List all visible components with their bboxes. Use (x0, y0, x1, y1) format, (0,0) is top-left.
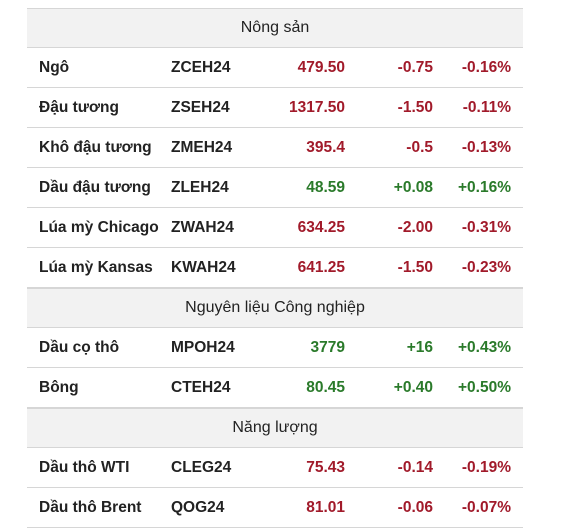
table-row: Dầu thô Brent QOG24 81.01 -0.06 -0.07% (27, 488, 523, 528)
contract-code: ZCEH24 (171, 58, 231, 76)
price: 3779 (310, 338, 345, 356)
price: 81.01 (306, 498, 345, 516)
contract-code: ZLEH24 (171, 178, 229, 196)
price: 80.45 (306, 378, 345, 396)
table-row: Lúa mỳ Kansas KWAH24 641.25 -1.50 -0.23% (27, 248, 523, 288)
table-row: Dầu thô WTI CLEG24 75.43 -0.14 -0.19% (27, 448, 523, 488)
price: 395.4 (306, 138, 345, 156)
change: -2.00 (397, 218, 433, 236)
table-row: Khô đậu tương ZMEH24 395.4 -0.5 -0.13% (27, 128, 523, 168)
change-percent: -0.11% (462, 98, 511, 116)
change-percent: -0.07% (461, 498, 511, 516)
contract-code: CTEH24 (171, 378, 231, 396)
price: 75.43 (306, 458, 345, 476)
table-row: Ngô ZCEH24 479.50 -0.75 -0.16% (27, 48, 523, 88)
commodity-price-table: Nông sản Ngô ZCEH24 479.50 -0.75 -0.16% … (27, 8, 523, 528)
contract-code: KWAH24 (171, 258, 236, 276)
price: 634.25 (297, 218, 345, 236)
table-row: Dầu đậu tương ZLEH24 48.59 +0.08 +0.16% (27, 168, 523, 208)
change-percent: +0.43% (457, 338, 511, 356)
contract-code: CLEG24 (171, 458, 232, 476)
change-percent: +0.50% (457, 378, 511, 396)
change: -0.06 (397, 498, 433, 516)
price: 641.25 (297, 258, 345, 276)
contract-code: ZSEH24 (171, 98, 230, 116)
change: -1.50 (397, 98, 433, 116)
section-title: Nông sản (240, 19, 310, 36)
commodity-name: Khô đậu tương (39, 138, 152, 156)
section-header: Nguyên liệu Công nghiệp (27, 288, 523, 328)
change-percent: -0.13% (461, 138, 511, 156)
change-percent: -0.16% (461, 58, 511, 76)
section-header: Nông sản (27, 8, 523, 48)
change-percent: +0.16% (457, 178, 511, 196)
commodity-name: Đậu tương (39, 98, 119, 116)
commodity-name: Ngô (39, 58, 70, 76)
change: -1.50 (397, 258, 433, 276)
table-row: Dầu cọ thô MPOH24 3779 +16 +0.43% (27, 328, 523, 368)
commodity-name: Bông (39, 378, 79, 396)
change-percent: -0.23% (461, 258, 511, 276)
commodity-name: Lúa mỳ Chicago (39, 218, 159, 236)
contract-code: ZMEH24 (171, 138, 233, 156)
change: -0.75 (397, 58, 433, 76)
table-row: Bông CTEH24 80.45 +0.40 +0.50% (27, 368, 523, 408)
change: +0.40 (393, 378, 433, 396)
contract-code: QOG24 (171, 498, 225, 516)
commodity-name: Dầu thô WTI (39, 458, 130, 476)
section-header: Năng lượng (27, 408, 523, 448)
change: -0.5 (406, 138, 433, 156)
change: +16 (406, 338, 433, 356)
change: -0.14 (397, 458, 433, 476)
contract-code: MPOH24 (171, 338, 235, 356)
change: +0.08 (393, 178, 433, 196)
contract-code: ZWAH24 (171, 218, 234, 236)
change-percent: -0.31% (461, 218, 511, 236)
section-title: Năng lượng (232, 419, 318, 436)
commodity-name: Dầu thô Brent (39, 498, 142, 516)
section-title: Nguyên liệu Công nghiệp (185, 299, 365, 316)
commodity-name: Dầu cọ thô (39, 338, 120, 356)
table-row: Lúa mỳ Chicago ZWAH24 634.25 -2.00 -0.31… (27, 208, 523, 248)
price: 48.59 (306, 178, 345, 196)
price: 479.50 (297, 58, 345, 76)
price: 1317.50 (288, 98, 345, 116)
commodity-name: Lúa mỳ Kansas (39, 258, 153, 276)
commodity-name: Dầu đậu tương (39, 178, 151, 196)
table-row: Đậu tương ZSEH24 1317.50 -1.50 -0.11% (27, 88, 523, 128)
change-percent: -0.19% (461, 458, 511, 476)
